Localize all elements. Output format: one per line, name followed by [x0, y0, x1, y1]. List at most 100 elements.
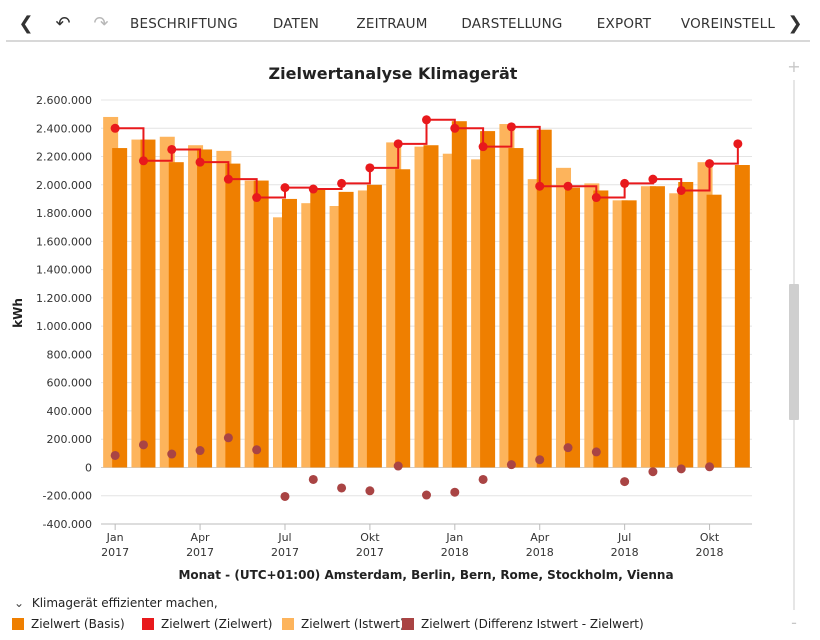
target-point [280, 183, 290, 193]
bar-basis [536, 129, 552, 468]
legend-swatch-zielwert [142, 618, 154, 630]
y-tick-label: 1.800.000 [36, 207, 92, 220]
bar-basis [168, 162, 184, 468]
chevron-right-icon[interactable]: ❯ [787, 13, 803, 34]
vertical-scrollbar[interactable]: + - [785, 58, 803, 636]
x-tick-month: Apr [530, 531, 550, 544]
x-tick-year: 2018 [526, 546, 554, 559]
target-point [223, 174, 233, 184]
y-tick-label: 600.000 [47, 377, 93, 390]
bar-basis [508, 148, 524, 468]
difference-point [535, 455, 545, 465]
difference-point [280, 491, 290, 501]
y-tick-label: 1.600.000 [36, 235, 92, 248]
target-point [422, 115, 431, 125]
bar-basis [565, 187, 581, 468]
y-axis-label: kWh [11, 298, 25, 328]
y-tick-label: 2.200.000 [36, 151, 92, 164]
difference-points [110, 433, 715, 501]
chevron-left-icon[interactable]: ❮ [18, 13, 34, 34]
bar-basis [338, 191, 354, 468]
scroll-thumb[interactable] [789, 284, 799, 420]
difference-point [591, 447, 601, 457]
x-tick-month: Jul [617, 531, 631, 544]
x-tick-month: Jan [445, 531, 463, 544]
y-tick-label: 800.000 [47, 348, 93, 361]
legend-label-differenz: Zielwert (Differenz Istwert - Zielwert) [421, 617, 644, 631]
tab-voreinstellungen[interactable]: VOREINSTELL [680, 16, 776, 32]
y-tick-label: 2.400.000 [36, 122, 92, 135]
bar-basis [423, 145, 439, 468]
collapse-label: Klimagerät effizienter machen, [31, 596, 218, 610]
target-point [478, 142, 488, 152]
target-point [733, 139, 743, 149]
bar-basis [649, 186, 665, 468]
difference-point [365, 486, 375, 496]
bar-basis [593, 190, 609, 468]
axes: 2.600.000 2.400.000 2.200.000 2.000.000 1.80… [36, 94, 752, 559]
bar-basis [451, 121, 467, 468]
difference-point [478, 474, 488, 484]
y-tick-label: 0 [85, 461, 92, 474]
y-tick-label: 1.200.000 [36, 292, 92, 305]
difference-point [705, 462, 715, 472]
target-point [450, 123, 460, 133]
x-tick-month: Okt [700, 531, 720, 544]
target-point [506, 122, 516, 132]
undo-icon[interactable]: ↶ [55, 13, 71, 34]
legend-swatch-differenz [402, 618, 414, 630]
target-point [535, 181, 545, 191]
target-point [195, 157, 205, 167]
target-point [167, 144, 177, 154]
x-tick-month: Okt [360, 531, 380, 544]
x-tick-month: Jul [277, 531, 291, 544]
bar-basis [706, 194, 722, 468]
tab-darstellung[interactable]: DARSTELLUNG [461, 16, 563, 32]
bar-basis [281, 198, 297, 468]
chevron-down-icon: ⌄ [14, 596, 25, 610]
redo-icon[interactable]: ↷ [93, 13, 109, 34]
x-tick-year: 2017 [101, 546, 129, 559]
scroll-down-button[interactable]: - [791, 613, 797, 632]
bar-basis [253, 180, 269, 468]
chart-toolbar: ❮ ↶ ↷ BESCHRIFTUNG DATEN ZEITRAUM DARSTE… [6, 8, 810, 42]
tab-zeitraum[interactable]: ZEITRAUM [356, 16, 428, 32]
difference-point [337, 483, 347, 493]
legend-swatch-istwert [282, 618, 294, 630]
bar-basis [621, 200, 637, 468]
target-point [563, 181, 573, 191]
y-tick-label: -400.000 [43, 518, 92, 531]
scroll-up-button[interactable]: + [787, 57, 801, 76]
y-tick-label: 200.000 [47, 433, 93, 446]
target-point [591, 193, 601, 203]
difference-point [195, 446, 205, 456]
target-point [365, 163, 375, 173]
collapse-toggle[interactable]: ⌄ Klimagerät effizienter machen, [14, 594, 218, 612]
tab-export[interactable]: EXPORT [596, 16, 652, 32]
difference-point [563, 443, 573, 453]
x-tick-year: 2017 [186, 546, 214, 559]
difference-point [648, 467, 658, 477]
difference-point [138, 440, 148, 450]
difference-point [620, 477, 630, 487]
difference-point [393, 461, 403, 471]
y-tick-label: 400.000 [47, 405, 93, 418]
tab-beschriftung[interactable]: BESCHRIFTUNG [130, 16, 238, 32]
target-point [252, 193, 262, 203]
bar-basis [366, 184, 382, 468]
bar-basis [395, 169, 411, 468]
difference-point [308, 474, 318, 484]
bar-basis [734, 165, 750, 468]
tab-daten[interactable]: DATEN [272, 16, 320, 32]
difference-point [450, 487, 460, 497]
bar-basis [480, 131, 496, 468]
bar-basis [225, 163, 241, 468]
target-step-line [110, 115, 743, 203]
difference-point [676, 464, 686, 474]
legend-swatch-basis [12, 618, 24, 630]
target-point [676, 185, 686, 195]
target-point [705, 159, 715, 169]
x-tick-month: Apr [191, 531, 211, 544]
x-tick-year: 2017 [356, 546, 384, 559]
x-tick-year: 2018 [611, 546, 639, 559]
